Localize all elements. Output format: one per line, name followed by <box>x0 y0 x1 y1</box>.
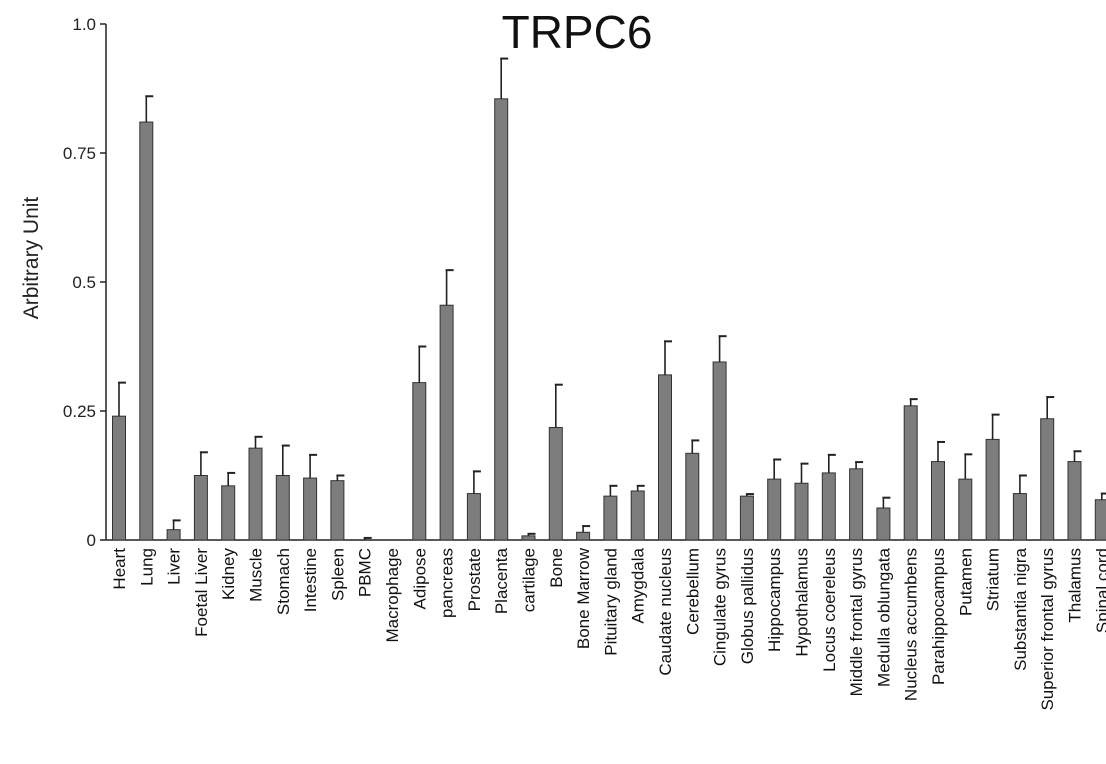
bar <box>139 121 154 541</box>
category-label: Prostate <box>465 548 484 611</box>
bar <box>576 531 591 541</box>
bars <box>112 98 1106 541</box>
bar <box>876 507 891 541</box>
bar <box>685 452 700 541</box>
bar <box>193 475 208 541</box>
bar <box>903 405 918 541</box>
y-tick-label: 1.0 <box>72 15 96 34</box>
category-label: Cerebellum <box>683 548 702 635</box>
error-bars <box>118 57 1106 540</box>
category-label: Caudate nucleus <box>656 548 675 676</box>
bar <box>931 461 945 541</box>
category-label: Macrophage <box>383 548 402 643</box>
bar <box>1012 493 1027 541</box>
category-label: Bone <box>547 548 566 588</box>
bar <box>412 382 427 541</box>
category-label: Kidney <box>219 548 238 600</box>
bar <box>248 447 263 541</box>
bar <box>658 374 672 541</box>
bar <box>439 304 454 541</box>
category-label: Spinal cord <box>1093 548 1106 633</box>
category-label: Striatum <box>984 548 1003 611</box>
bar <box>712 361 727 541</box>
bar <box>630 490 645 541</box>
y-axis-label: Arbitrary Unit <box>20 197 43 320</box>
bar <box>166 529 181 541</box>
category-label: Stomach <box>274 548 293 615</box>
category-label: Intestine <box>301 548 320 612</box>
category-label: Globus pallidus <box>738 548 757 664</box>
bar <box>303 477 318 541</box>
category-label: Placenta <box>492 547 511 614</box>
category-label: Bone Marrow <box>574 547 593 649</box>
y-ticks: 0 0.25 0.5 0.75 1.0 <box>63 15 106 550</box>
category-label: cartilage <box>520 548 539 612</box>
category-label: Thalamus <box>1066 548 1085 623</box>
category-label: Adipose <box>410 548 429 609</box>
category-label: PBMC <box>356 548 375 597</box>
category-label: Amygdala <box>629 547 648 623</box>
y-tick-label: 0.25 <box>63 402 96 421</box>
bar <box>466 493 481 541</box>
bar <box>221 485 236 541</box>
bar <box>985 438 1000 541</box>
category-label: Superior frontal gyrus <box>1038 548 1057 711</box>
chart-title: TRPC6 <box>502 6 653 58</box>
bar <box>821 472 836 541</box>
category-label: Pituitary gland <box>601 548 620 656</box>
category-label: Liver <box>165 548 184 585</box>
bar <box>1040 418 1055 541</box>
category-label: Locus coereleus <box>820 548 839 672</box>
bar <box>603 495 618 541</box>
category-label: Middle frontal gyrus <box>847 548 866 696</box>
category-label: Heart <box>110 548 129 590</box>
category-label: Substantia nigra <box>1011 547 1030 670</box>
category-label: Foetal Liver <box>192 548 211 637</box>
bar <box>112 415 126 541</box>
category-label: Medulla oblungata <box>874 547 893 686</box>
bar <box>794 482 809 541</box>
category-label: Hypothalamus <box>793 548 812 657</box>
category-label: pancreas <box>438 548 457 618</box>
bar <box>494 98 509 541</box>
category-label: Hippocampus <box>765 548 784 652</box>
bar <box>548 427 563 541</box>
bar <box>330 480 345 541</box>
category-label: Nucleus accumbens <box>902 548 921 701</box>
bar <box>521 535 536 541</box>
y-tick-label: 0 <box>87 531 96 550</box>
category-label: Spleen <box>328 548 347 601</box>
bar <box>275 475 290 541</box>
category-label: Cingulate gyrus <box>711 548 730 666</box>
bar <box>767 478 782 541</box>
category-labels: Heart Lung Liver Foetal Liver Kidney Muscle St… <box>110 547 1106 710</box>
bar <box>958 478 973 541</box>
bar <box>1094 499 1106 541</box>
category-label: Parahippocampus <box>929 548 948 685</box>
bar <box>1067 461 1082 541</box>
category-label: Putamen <box>956 548 975 616</box>
bar <box>849 468 864 541</box>
bar <box>739 495 754 541</box>
category-label: Lung <box>137 548 156 586</box>
category-label: Muscle <box>247 548 266 602</box>
y-tick-label: 0.75 <box>63 144 96 163</box>
y-tick-label: 0.5 <box>72 273 96 292</box>
